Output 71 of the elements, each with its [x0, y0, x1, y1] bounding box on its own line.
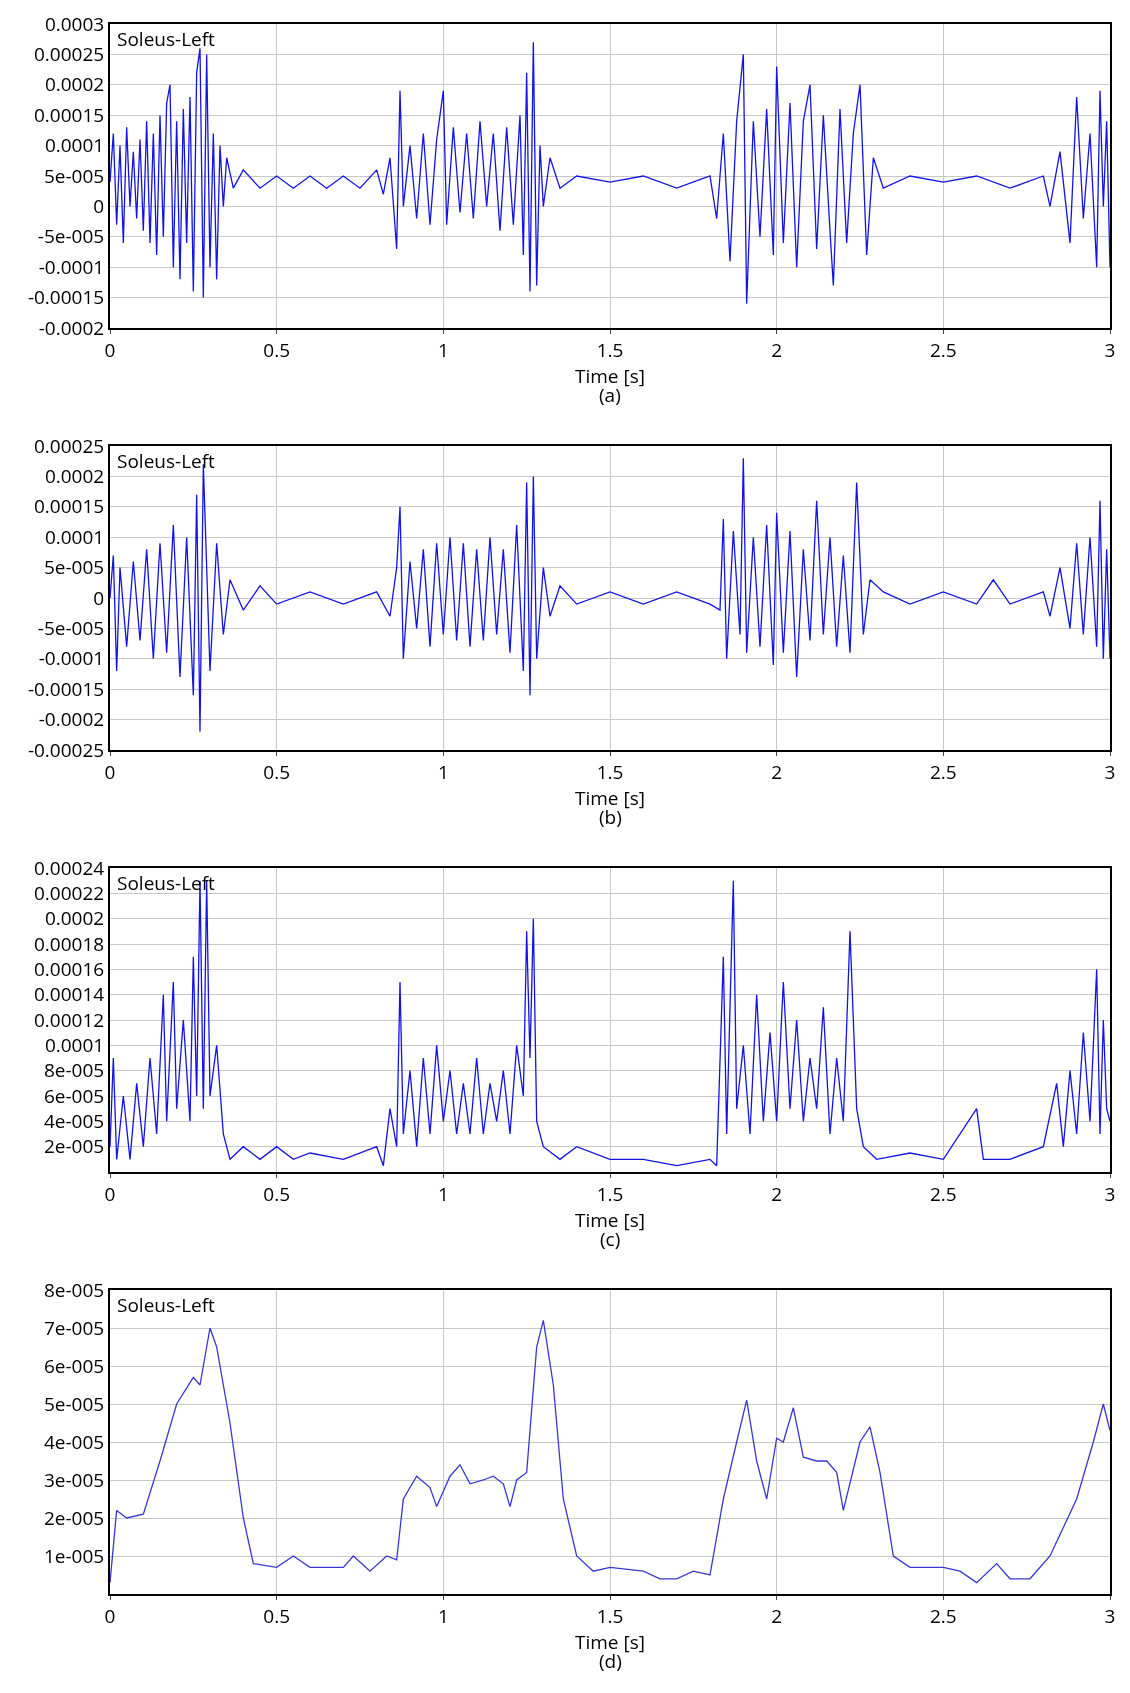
annotation: Soleus-Left [117, 1292, 216, 1318]
x-tick-label: 3 [1104, 758, 1116, 785]
y-tick-label: 0.0002 [44, 905, 105, 932]
y-tick-label: 0.00012 [34, 1006, 105, 1033]
y-tick-label: 0.00018 [34, 930, 105, 957]
x-tick-label: 1 [437, 1180, 449, 1207]
y-tick-label: 0.0001 [44, 523, 105, 550]
x-tick-label: 2.5 [929, 758, 957, 785]
x-tick-label: 1 [437, 336, 449, 363]
y-tick-label: 0.0003 [44, 10, 105, 37]
y-tick-label: 1e-005 [43, 1542, 105, 1569]
x-tick-label: 1.5 [596, 758, 624, 785]
x-tick-label: 3 [1104, 1180, 1116, 1207]
x-tick-label: 3 [1104, 1602, 1116, 1629]
y-tick-label: 8e-005 [43, 1276, 105, 1303]
y-tick-label: 0.00022 [34, 879, 105, 906]
y-tick-label: 2e-005 [43, 1504, 105, 1531]
y-tick-label: -0.00025 [27, 736, 105, 763]
y-tick-label: 5e-005 [43, 554, 105, 581]
y-tick-label: -0.0002 [38, 314, 105, 341]
y-tick-label: 0.00024 [34, 854, 105, 881]
annotation: Soleus-Left [117, 448, 216, 474]
y-tick-label: 4e-005 [43, 1107, 105, 1134]
x-tick-label: 1 [437, 758, 449, 785]
x-tick-label: 2 [771, 336, 783, 363]
y-tick-label: 0 [93, 193, 105, 220]
x-tick-label: 2 [771, 758, 783, 785]
y-tick-label: 4e-005 [43, 1428, 105, 1455]
y-tick-label: 0.00025 [34, 41, 105, 68]
y-tick-label: -0.00015 [27, 284, 105, 311]
y-tick-label: 0.00015 [34, 493, 105, 520]
y-tick-label: 0.0002 [44, 463, 105, 490]
x-tick-label: 0.5 [263, 1602, 291, 1629]
y-tick-label: -0.0002 [38, 706, 105, 733]
y-tick-label: 0.00025 [34, 432, 105, 459]
y-tick-label: 0.0001 [44, 132, 105, 159]
x-tick-label: 2.5 [929, 336, 957, 363]
y-tick-label: 2e-005 [43, 1133, 105, 1160]
x-tick-label: 2 [771, 1180, 783, 1207]
y-tick-label: 0.00015 [34, 101, 105, 128]
y-tick-label: 7e-005 [43, 1314, 105, 1341]
x-tick-label: 3 [1104, 336, 1116, 363]
y-tick-label: -5e-005 [37, 223, 105, 250]
x-tick-label: 2.5 [929, 1602, 957, 1629]
y-tick-label: -0.0001 [38, 253, 105, 280]
y-tick-label: -0.0001 [38, 645, 105, 672]
y-tick-label: 0.00014 [34, 981, 105, 1008]
y-tick-label: 0.0002 [44, 71, 105, 98]
y-tick-label: 8e-005 [43, 1057, 105, 1084]
y-tick-label: 0 [93, 584, 105, 611]
annotation: Soleus-Left [117, 26, 216, 52]
x-tick-label: 0.5 [263, 758, 291, 785]
y-tick-label: 3e-005 [43, 1466, 105, 1493]
x-tick-label: 2 [771, 1602, 783, 1629]
x-tick-label: 1.5 [596, 1602, 624, 1629]
line-series [110, 1319, 1110, 1584]
y-tick-label: 0.00016 [34, 955, 105, 982]
annotation: Soleus-Left [117, 870, 216, 896]
y-tick-label: -0.00015 [27, 675, 105, 702]
x-tick-label: 1 [437, 1602, 449, 1629]
x-tick-label: 1.5 [596, 1180, 624, 1207]
y-tick-label: -5e-005 [37, 615, 105, 642]
x-tick-label: 0.5 [263, 336, 291, 363]
x-tick-label: 2.5 [929, 1180, 957, 1207]
x-tick-label: 0.5 [263, 1180, 291, 1207]
y-tick-label: 6e-005 [43, 1352, 105, 1379]
y-tick-label: 5e-005 [43, 1390, 105, 1417]
y-tick-label: 0.0001 [44, 1031, 105, 1058]
y-tick-label: 5e-005 [43, 162, 105, 189]
y-tick-label: 6e-005 [43, 1082, 105, 1109]
x-tick-label: 1.5 [596, 336, 624, 363]
